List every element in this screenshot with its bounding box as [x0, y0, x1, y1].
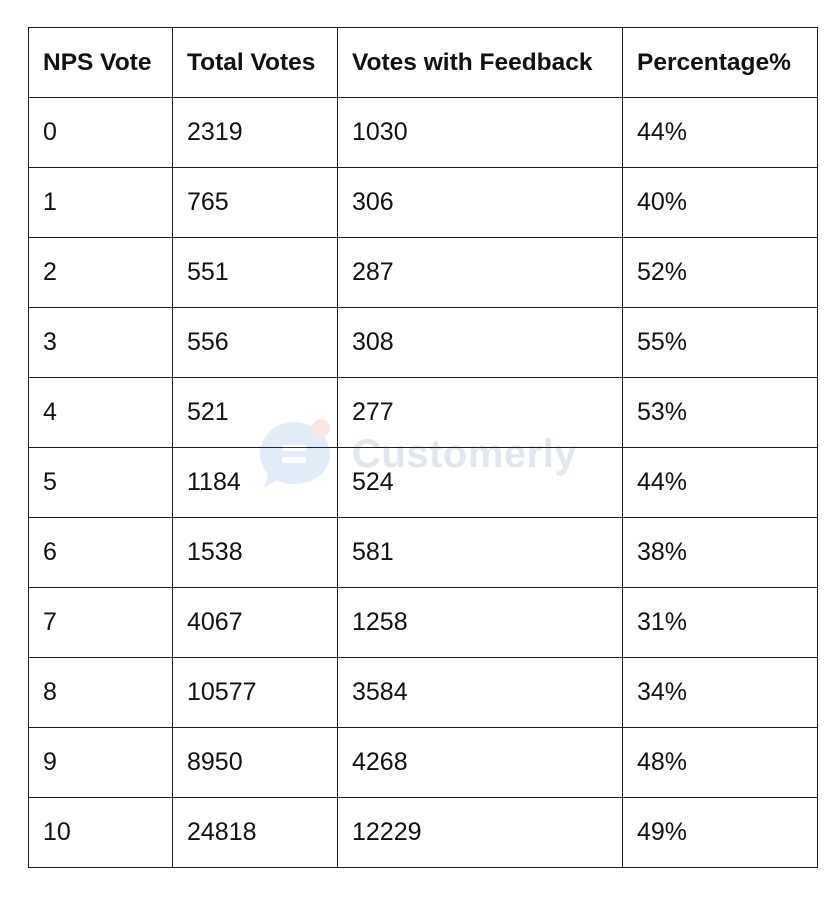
- table-body: 0 2319 1030 44% 1 765 306 40% 2 551 287 …: [28, 97, 818, 868]
- cell-total-votes: 24818: [172, 797, 338, 868]
- cell-total-votes: 10577: [172, 657, 338, 728]
- cell-total-votes: 8950: [172, 727, 338, 798]
- cell-nps-vote: 7: [28, 587, 173, 658]
- cell-percentage: 38%: [622, 517, 818, 588]
- cell-nps-vote: 10: [28, 797, 173, 868]
- cell-percentage: 31%: [622, 587, 818, 658]
- cell-percentage: 55%: [622, 307, 818, 378]
- cell-total-votes: 765: [172, 167, 338, 238]
- cell-percentage: 48%: [622, 727, 818, 798]
- cell-votes-with-feedback: 581: [337, 517, 623, 588]
- cell-votes-with-feedback: 524: [337, 447, 623, 518]
- table-header: NPS Vote Total Votes Votes with Feedback…: [28, 27, 818, 98]
- cell-total-votes: 521: [172, 377, 338, 448]
- cell-percentage: 44%: [622, 97, 818, 168]
- cell-votes-with-feedback: 1030: [337, 97, 623, 168]
- cell-percentage: 44%: [622, 447, 818, 518]
- cell-percentage: 53%: [622, 377, 818, 448]
- cell-votes-with-feedback: 308: [337, 307, 623, 378]
- cell-votes-with-feedback: 12229: [337, 797, 623, 868]
- cell-votes-with-feedback: 306: [337, 167, 623, 238]
- table-row: 2 551 287 52%: [28, 237, 818, 308]
- cell-votes-with-feedback: 1258: [337, 587, 623, 658]
- cell-nps-vote: 2: [28, 237, 173, 308]
- cell-percentage: 40%: [622, 167, 818, 238]
- table-row: 7 4067 1258 31%: [28, 587, 818, 658]
- cell-votes-with-feedback: 277: [337, 377, 623, 448]
- header-total-votes: Total Votes: [172, 27, 338, 98]
- table-row: 1 765 306 40%: [28, 167, 818, 238]
- cell-votes-with-feedback: 4268: [337, 727, 623, 798]
- cell-nps-vote: 5: [28, 447, 173, 518]
- cell-total-votes: 1538: [172, 517, 338, 588]
- cell-total-votes: 551: [172, 237, 338, 308]
- cell-votes-with-feedback: 3584: [337, 657, 623, 728]
- cell-nps-vote: 3: [28, 307, 173, 378]
- cell-total-votes: 2319: [172, 97, 338, 168]
- cell-nps-vote: 6: [28, 517, 173, 588]
- table-row: 8 10577 3584 34%: [28, 657, 818, 728]
- table-row: 10 24818 12229 49%: [28, 797, 818, 868]
- cell-nps-vote: 0: [28, 97, 173, 168]
- table-row: 6 1538 581 38%: [28, 517, 818, 588]
- table-row: 5 1184 524 44%: [28, 447, 818, 518]
- cell-nps-vote: 4: [28, 377, 173, 448]
- cell-total-votes: 1184: [172, 447, 338, 518]
- cell-total-votes: 556: [172, 307, 338, 378]
- table-row: 3 556 308 55%: [28, 307, 818, 378]
- table-row: 9 8950 4268 48%: [28, 727, 818, 798]
- table-row: 0 2319 1030 44%: [28, 97, 818, 168]
- cell-nps-vote: 1: [28, 167, 173, 238]
- cell-nps-vote: 8: [28, 657, 173, 728]
- header-votes-with-feedback: Votes with Feedback: [337, 27, 623, 98]
- cell-total-votes: 4067: [172, 587, 338, 658]
- cell-percentage: 49%: [622, 797, 818, 868]
- header-row: NPS Vote Total Votes Votes with Feedback…: [28, 27, 818, 98]
- table-row: 4 521 277 53%: [28, 377, 818, 448]
- cell-percentage: 52%: [622, 237, 818, 308]
- header-nps-vote: NPS Vote: [28, 27, 173, 98]
- nps-table: NPS Vote Total Votes Votes with Feedback…: [28, 27, 818, 868]
- header-percentage: Percentage%: [622, 27, 818, 98]
- cell-votes-with-feedback: 287: [337, 237, 623, 308]
- cell-percentage: 34%: [622, 657, 818, 728]
- cell-nps-vote: 9: [28, 727, 173, 798]
- nps-table-container: NPS Vote Total Votes Votes with Feedback…: [28, 27, 818, 868]
